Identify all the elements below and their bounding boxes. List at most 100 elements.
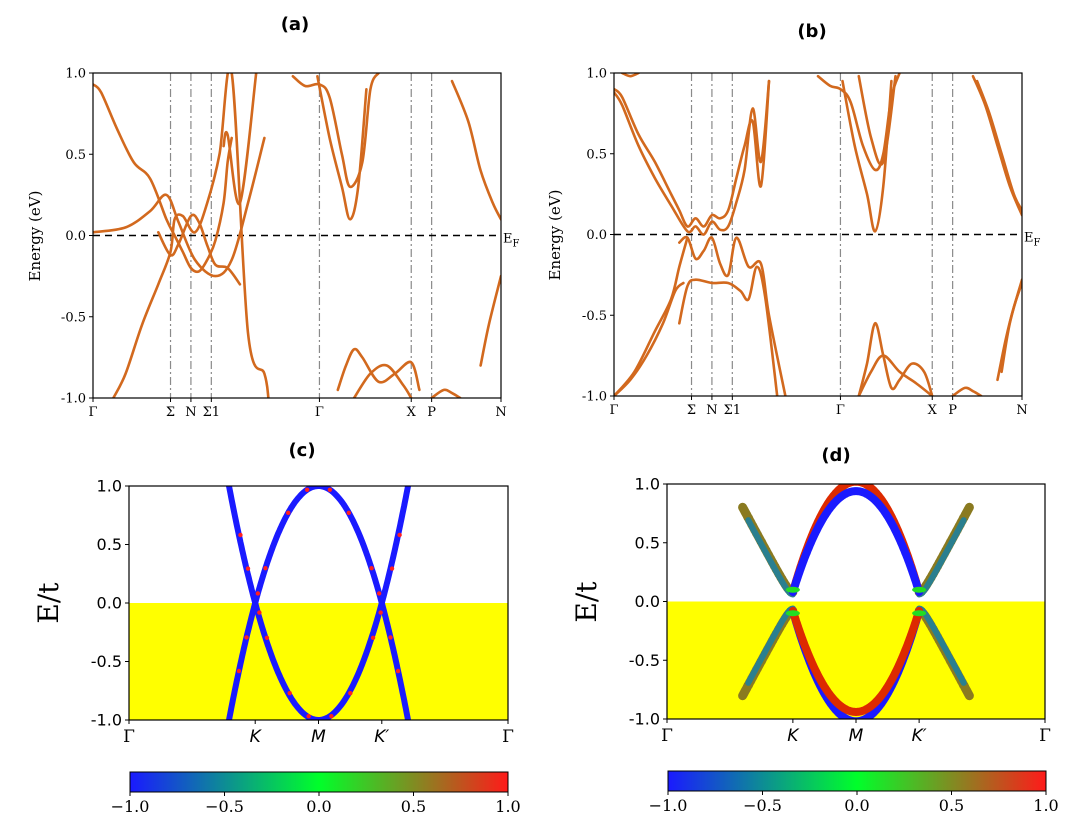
panel-b-fermi-label: EF xyxy=(1024,231,1041,249)
panel-b-xtick-label: N xyxy=(706,403,717,418)
spin-dot xyxy=(225,725,229,729)
outer-upper-left-band-inner xyxy=(745,517,796,598)
colorbar-tick-label: 0.5 xyxy=(939,796,964,815)
panel-d-xtick-label: M xyxy=(849,726,864,746)
panel-c-occupied-fill xyxy=(129,603,508,720)
band-line xyxy=(857,321,934,396)
spin-dot xyxy=(329,714,334,719)
panel-a-ytick-label: -0.5 xyxy=(61,310,86,325)
panel-b-ytick-label: -0.5 xyxy=(582,309,607,324)
band-line xyxy=(316,75,368,221)
spin-dot xyxy=(389,566,395,571)
panel-d-xtick-label: Γ xyxy=(1039,726,1051,746)
spin-dot xyxy=(236,668,242,674)
panel-d-title: (d) xyxy=(821,445,850,466)
colorbar-tick-label: −0.5 xyxy=(743,796,782,815)
band-line xyxy=(841,79,893,233)
panel-d-xtick-label: K′ xyxy=(912,726,927,746)
panel-d-occupied-fill xyxy=(667,601,1045,719)
band-line xyxy=(951,386,983,396)
panel-b-bands xyxy=(614,73,1022,396)
spin-dot xyxy=(244,635,249,640)
panel-a-xtick-label: N xyxy=(495,405,506,420)
panel-a-ylabel: Energy (eV) xyxy=(26,191,44,282)
panel-b-xtick-label: N xyxy=(1016,403,1027,418)
outer-lower-right-band-inner xyxy=(916,605,967,686)
panel-d-ytick-label: -1.0 xyxy=(629,710,660,729)
spin-dot xyxy=(287,690,292,696)
panel-b-ytick-label: 0.5 xyxy=(586,147,607,162)
spin-dot xyxy=(409,476,413,480)
panel-a-ytick-label: 0.0 xyxy=(65,229,86,244)
band-line xyxy=(620,73,640,78)
panel-c-axes: (c)E/t1.00.50.0-0.5-1.0Γ K M K′ Γ xyxy=(32,440,514,747)
spin-dot xyxy=(397,532,402,538)
fermi-subscript: F xyxy=(513,239,520,250)
panel-a-bands xyxy=(93,73,501,398)
band-line xyxy=(93,83,233,274)
band-line xyxy=(678,265,779,396)
panel-a-ytick-label: 0.5 xyxy=(65,148,86,163)
panel-d-ytick-label: 1.0 xyxy=(635,475,660,494)
panel-c-xtick-label: Γ xyxy=(502,727,514,747)
band-line xyxy=(614,79,771,236)
spin-dot xyxy=(227,476,231,480)
panel-d-ytick-label: -0.5 xyxy=(629,651,660,670)
panel-b-xtick-label: Γ xyxy=(609,403,618,418)
inner-upper-inner-band xyxy=(788,487,924,597)
spin-dot xyxy=(348,690,353,696)
gap-highlight xyxy=(785,610,800,617)
band-line xyxy=(450,79,501,221)
panel-d-xtick-label: K xyxy=(787,726,800,746)
panel-d-ytick-label: 0.5 xyxy=(635,533,660,552)
band-line xyxy=(975,79,1022,212)
spin-dot xyxy=(407,725,411,729)
panel-a-ytick-label: 1.0 xyxy=(65,67,86,82)
spin-dot xyxy=(304,487,310,492)
spin-dot xyxy=(306,714,311,719)
panel-b-xtick-label: Σ xyxy=(687,403,696,418)
outer-lower-left-band-inner xyxy=(745,605,796,686)
band-line xyxy=(996,281,1022,382)
panel-c-xtick-label: M xyxy=(311,727,326,747)
panel-c-ylabel: E/t xyxy=(32,582,65,624)
panel-a-xtick-label: Σ1 xyxy=(203,405,220,420)
band-line xyxy=(857,354,934,396)
colorbar-tick-label: −0.5 xyxy=(205,797,244,816)
outer-upper-right-band-inner xyxy=(916,517,967,598)
panel-a-xtick-label: P xyxy=(427,405,436,420)
colorbar-tick-label: −1.0 xyxy=(649,796,688,815)
panel-a-xtick-label: Γ xyxy=(88,405,97,420)
band-line xyxy=(430,388,462,398)
spin-dot xyxy=(395,668,401,674)
panel-c-ytick-label: -0.5 xyxy=(91,652,122,671)
panel-b-xtick-label: X xyxy=(928,403,938,418)
panel-a-title: (a) xyxy=(281,14,310,35)
spin-dot xyxy=(264,635,270,640)
panel-b-ytick-label: -1.0 xyxy=(582,390,607,405)
panel-d-bands xyxy=(738,484,974,719)
fermi-subscript: F xyxy=(1034,238,1041,249)
panel-c-xtick-label: K xyxy=(250,727,263,747)
panel-b-ylabel: Energy (eV) xyxy=(546,190,564,281)
panel-a-fermi-label: EF xyxy=(503,232,520,250)
panel-c-ytick-label: 0.0 xyxy=(97,594,122,613)
spin-dot xyxy=(370,635,376,640)
colorbar-tick-label: −1.0 xyxy=(111,797,150,816)
spin-dot xyxy=(346,510,352,516)
colorbar-tick-label: 1.0 xyxy=(495,797,520,816)
panel-b-xtick-label: P xyxy=(948,403,957,418)
colorbar-d xyxy=(667,770,1047,792)
spin-dot xyxy=(369,566,374,571)
panel-a-xtick-label: Σ xyxy=(166,405,175,420)
band-line xyxy=(222,73,258,206)
panel-b-title: (b) xyxy=(797,21,826,42)
colorbar-tick-label: 0.5 xyxy=(401,797,426,816)
spin-dot xyxy=(376,591,382,596)
band-line xyxy=(479,274,501,367)
colorbar-c xyxy=(129,771,509,793)
gap-highlight xyxy=(912,586,927,593)
band-line xyxy=(157,213,242,286)
band-line xyxy=(112,73,270,398)
spin-dot xyxy=(327,487,333,492)
